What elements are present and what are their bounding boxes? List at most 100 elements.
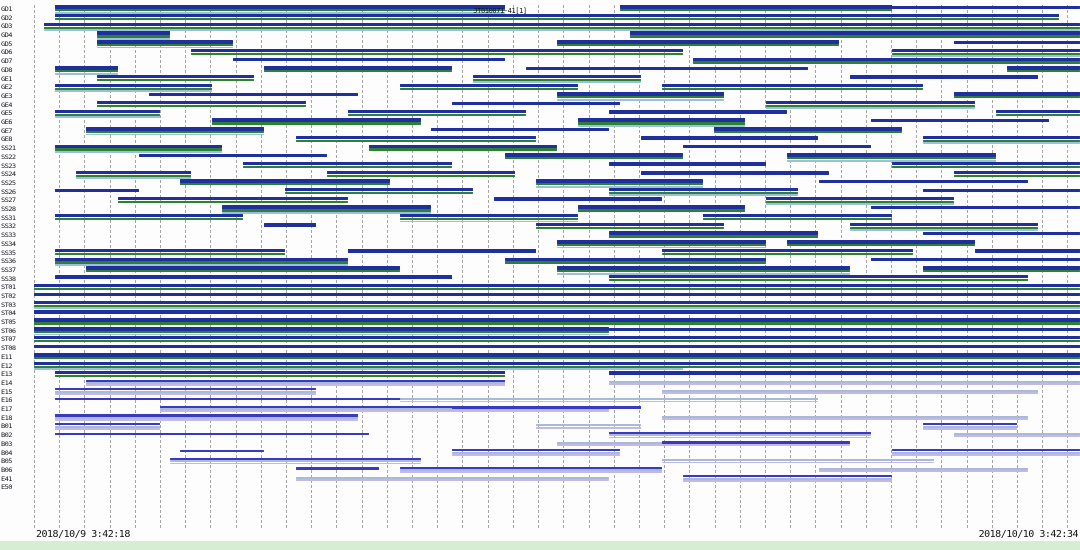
gantt-bar[interactable] [682,475,892,484]
gantt-bar[interactable] [347,109,526,118]
gantt-bar[interactable] [400,214,578,223]
gantt-bar[interactable] [34,353,1080,362]
gantt-bar[interactable] [870,257,1080,266]
gantt-bar[interactable] [891,48,1080,58]
gantt-bar[interactable] [818,466,1028,475]
gantt-bar[interactable] [169,457,421,466]
gantt-bar[interactable] [54,144,223,153]
gantt-bar[interactable] [34,309,1080,318]
gantt-bar[interactable] [54,275,453,284]
gantt-bar[interactable] [640,135,819,144]
gantt-bar[interactable] [996,109,1080,118]
gantt-bar[interactable] [891,449,1080,458]
gantt-bar[interactable] [923,231,1080,240]
gantt-bar[interactable] [34,344,1080,353]
gantt-bar[interactable] [34,318,1080,327]
gantt-bar[interactable] [661,388,1039,397]
gantt-bar[interactable] [619,5,892,14]
gantt-bar[interactable] [54,214,244,223]
gantt-bar[interactable] [54,396,610,405]
gantt-bar[interactable] [34,292,1080,301]
gantt-bar[interactable] [96,74,254,84]
gantt-bar[interactable] [400,396,819,405]
gantt-bar[interactable] [557,266,850,275]
gantt-bar[interactable] [452,101,620,110]
gantt-bar[interactable] [86,266,401,275]
gantt-bar[interactable] [285,188,474,197]
gantt-bar[interactable] [159,405,610,414]
gantt-bar[interactable] [34,283,1080,292]
gantt-bar[interactable] [243,161,453,171]
gantt-bar[interactable] [34,335,1080,344]
gantt-bar[interactable] [557,240,767,249]
gantt-bar[interactable] [368,144,557,153]
gantt-bar[interactable] [849,222,1039,232]
gantt-bar[interactable] [54,422,160,431]
gantt-bar[interactable] [34,361,683,371]
gantt-bar[interactable] [923,422,1018,431]
gantt-bar[interactable] [452,405,641,414]
gantt-bar[interactable] [54,431,369,440]
gantt-bar[interactable] [787,153,997,162]
gantt-bar[interactable] [818,179,1028,188]
gantt-bar[interactable] [577,205,746,214]
gantt-bar[interactable] [264,66,453,75]
gantt-bar[interactable] [661,83,924,92]
gantt-bar[interactable] [860,5,1080,14]
gantt-bar[interactable] [264,222,317,231]
gantt-bar[interactable] [609,231,819,240]
gantt-bar[interactable] [609,109,788,118]
gantt-bar[interactable] [692,57,1080,66]
gantt-bar[interactable] [975,249,1080,258]
gantt-bar[interactable] [661,414,1028,423]
gantt-bar[interactable] [640,170,829,179]
gantt-bar[interactable] [954,170,1080,179]
gantt-bar[interactable] [452,449,620,458]
gantt-bar[interactable] [630,31,1080,40]
gantt-bar[interactable] [536,222,725,231]
gantt-bar[interactable] [682,144,871,153]
gantt-bar[interactable] [473,74,641,84]
gantt-bar[interactable] [138,153,327,162]
gantt-bar[interactable] [713,127,903,136]
gantt-bar[interactable] [787,240,976,249]
gantt-bar[interactable] [609,188,798,197]
gantt-bar[interactable] [54,388,317,397]
gantt-bar[interactable] [609,327,1080,336]
gantt-bar[interactable] [54,83,212,92]
gantt-bar[interactable] [536,179,704,188]
gantt-bar[interactable] [577,118,746,127]
gantt-bar[interactable] [431,127,610,136]
gantt-bar[interactable] [295,475,610,484]
gantt-plot-area[interactable]: JT010071-41[1] [34,5,1080,528]
gantt-bar[interactable] [494,196,662,205]
gantt-bar[interactable] [609,370,1080,379]
gantt-bar[interactable] [661,361,1080,371]
gantt-bar[interactable] [34,301,1080,310]
gantt-bar[interactable] [54,370,505,379]
gantt-bar[interactable] [609,379,1080,388]
gantt-bar[interactable] [54,5,505,14]
gantt-bar[interactable] [326,170,516,179]
gantt-bar[interactable] [190,48,683,57]
gantt-bar[interactable] [923,266,1080,275]
gantt-bar[interactable] [766,196,955,205]
gantt-bar[interactable] [54,257,348,266]
gantt-bar[interactable] [849,75,1039,84]
gantt-bar[interactable] [891,161,1080,171]
gantt-bar[interactable] [180,179,390,188]
gantt-bar[interactable] [54,14,1060,23]
gantt-bar[interactable] [766,101,976,110]
gantt-bar[interactable] [661,457,934,466]
gantt-bar[interactable] [536,422,641,431]
gantt-bar[interactable] [211,118,421,127]
gantt-bar[interactable] [557,92,725,101]
gantt-bar[interactable] [504,257,767,266]
gantt-bar[interactable] [870,118,1049,127]
gantt-bar[interactable] [347,249,537,258]
gantt-bar[interactable] [180,449,265,458]
gantt-bar[interactable] [54,414,359,423]
gantt-bar[interactable] [525,66,809,75]
gantt-bar[interactable] [222,205,432,214]
gantt-bar[interactable] [54,188,139,197]
